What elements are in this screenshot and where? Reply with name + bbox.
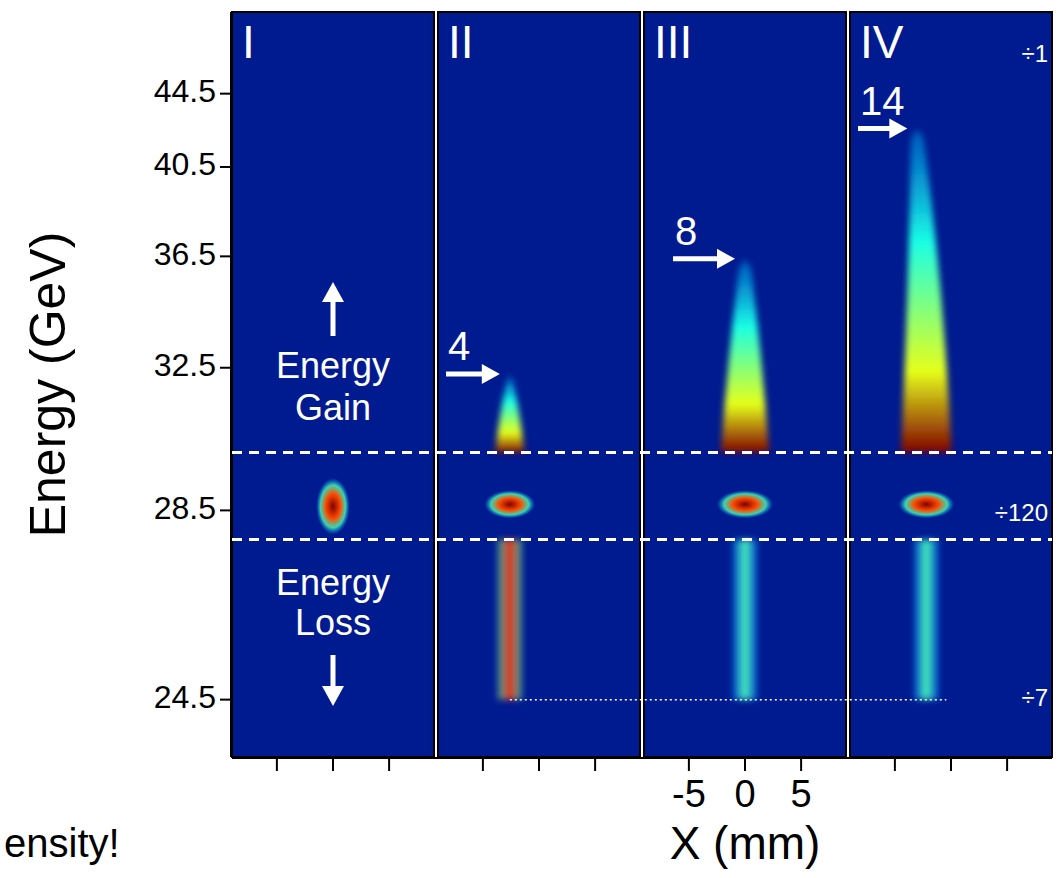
- svg-text:44.5: 44.5: [154, 73, 216, 109]
- svg-text:X (mm): X (mm): [670, 817, 821, 869]
- svg-text:Energy: Energy: [276, 562, 390, 603]
- svg-text:28.5: 28.5: [154, 490, 216, 526]
- svg-text:32.5: 32.5: [154, 347, 216, 383]
- svg-text:4: 4: [448, 324, 470, 368]
- svg-text:0: 0: [734, 773, 755, 815]
- svg-text:II: II: [448, 16, 474, 68]
- svg-text:III: III: [654, 16, 692, 68]
- svg-text:Loss: Loss: [295, 602, 371, 643]
- svg-text:÷120: ÷120: [995, 499, 1048, 526]
- svg-text:14: 14: [860, 79, 905, 123]
- svg-text:IV: IV: [860, 16, 904, 68]
- svg-text:÷7: ÷7: [1021, 684, 1048, 711]
- svg-text:5: 5: [791, 773, 812, 815]
- svg-text:Gain: Gain: [295, 387, 371, 428]
- svg-text:÷1: ÷1: [1021, 40, 1048, 67]
- svg-text:Energy (GeV): Energy (GeV): [20, 232, 76, 538]
- svg-text:24.5: 24.5: [154, 679, 216, 715]
- svg-text:36.5: 36.5: [154, 236, 216, 272]
- svg-text:40.5: 40.5: [154, 146, 216, 182]
- svg-text:ensity!: ensity!: [4, 821, 120, 865]
- svg-text:-5: -5: [672, 773, 706, 815]
- svg-text:8: 8: [675, 209, 697, 253]
- svg-text:I: I: [242, 16, 255, 68]
- svg-text:Energy: Energy: [276, 345, 390, 386]
